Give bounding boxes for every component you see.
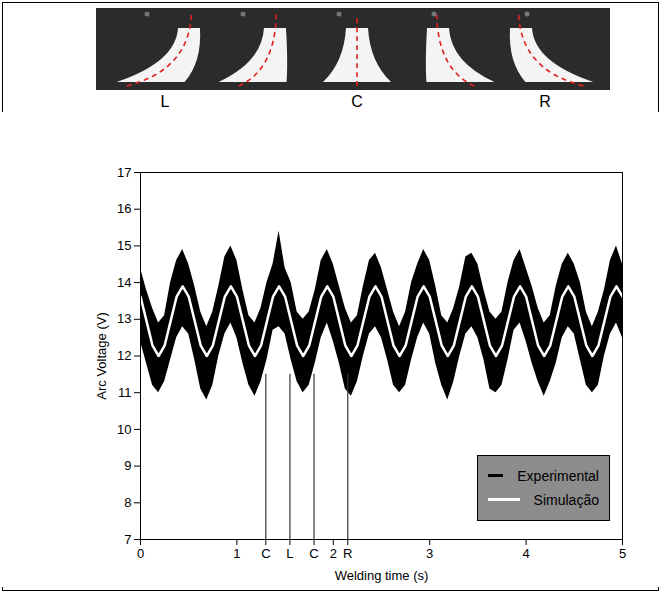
svg-text:13: 13 [117, 311, 131, 326]
html-text:Simulação: Simulação [533, 491, 599, 508]
svg-text:1: 1 [233, 546, 240, 561]
svg-text:2: 2 [330, 546, 337, 561]
svg-text:L: L [286, 546, 293, 561]
svg-text:C: C [309, 546, 318, 561]
svg-text:R: R [343, 546, 352, 561]
svg-text:Arc Voltage (V): Arc Voltage (V) [94, 312, 109, 399]
svg-text:C: C [351, 93, 363, 110]
html-text:Experimental: Experimental [517, 467, 599, 484]
svg-text:L: L [161, 93, 170, 110]
svg-text:7: 7 [124, 532, 131, 547]
svg-text:C: C [261, 546, 270, 561]
svg-text:16: 16 [117, 201, 131, 216]
svg-text:17: 17 [117, 165, 131, 180]
svg-text:R: R [539, 93, 551, 110]
svg-text:Welding time (s): Welding time (s) [335, 568, 429, 583]
svg-text:9: 9 [124, 458, 131, 473]
svg-text:4: 4 [522, 546, 529, 561]
svg-text:8: 8 [124, 495, 131, 510]
svg-text:15: 15 [117, 238, 131, 253]
svg-text:12: 12 [117, 348, 131, 363]
svg-text:14: 14 [117, 275, 131, 290]
svg-text:0: 0 [137, 546, 144, 561]
svg-text:5: 5 [619, 546, 626, 561]
svg-text:3: 3 [426, 546, 433, 561]
svg-text:11: 11 [118, 385, 132, 400]
svg-text:10: 10 [117, 422, 131, 437]
